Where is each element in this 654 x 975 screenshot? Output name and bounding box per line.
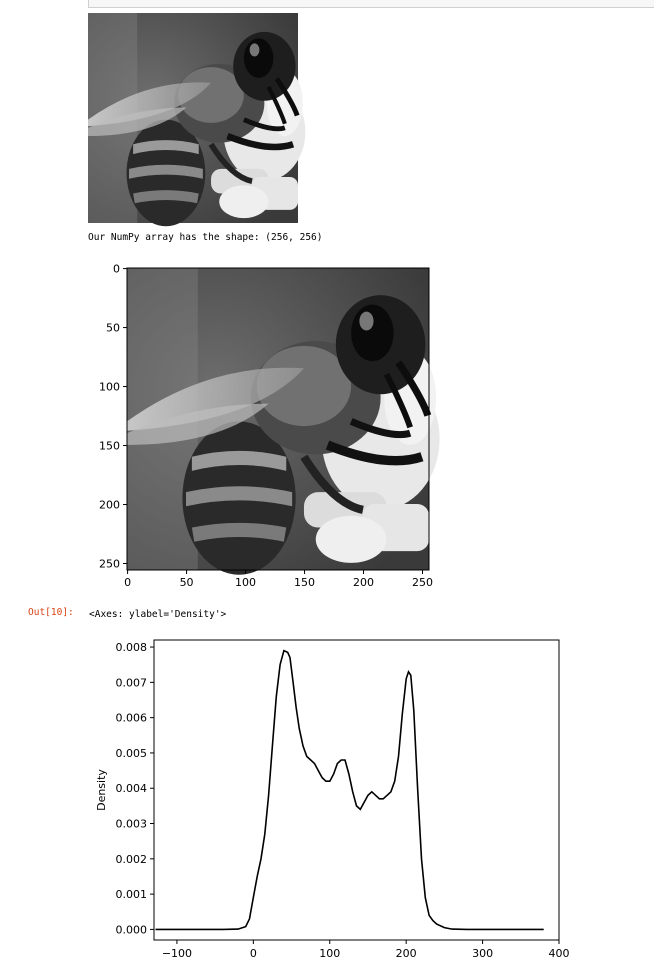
bee-image-plot: 0 50 100 150 200 250 0 50 100 150 200 250 [99, 263, 440, 589]
y-tick-label: 0.008 [116, 641, 148, 654]
y-tick-label: 0.000 [116, 923, 148, 936]
y-tick-label: 50 [106, 322, 120, 335]
stdout-text: Our NumPy array has the shape: (256, 256… [88, 232, 323, 243]
density-x-axis: −100 0 100 200 300 400 [162, 940, 570, 960]
x-tick-label: 100 [235, 576, 256, 589]
y-tick-label: 0.003 [116, 818, 148, 831]
density-line [155, 649, 544, 931]
out-repr: <Axes: ylabel='Density'> [89, 609, 227, 620]
y-axis-label: Density [95, 769, 108, 811]
y-tick-label: 0.001 [116, 888, 148, 901]
y-tick-label: 200 [99, 499, 120, 512]
out-prompt: Out[10]: [28, 607, 74, 618]
image-x-axis: 0 50 100 150 200 250 [124, 570, 433, 589]
x-tick-label: 400 [549, 947, 570, 960]
y-tick-label: 150 [99, 440, 120, 453]
previous-cell-border [88, 0, 654, 8]
y-tick-label: 0.004 [116, 782, 148, 795]
y-tick-label: 250 [99, 558, 120, 571]
y-tick-label: 0.006 [116, 712, 148, 725]
y-tick-label: 0.002 [116, 853, 148, 866]
x-tick-label: 0 [124, 576, 131, 589]
x-tick-label: 200 [396, 947, 417, 960]
x-tick-label: 200 [353, 576, 374, 589]
density-y-axis: 0.000 0.001 0.002 0.003 0.004 0.005 0.006 0.007… [116, 641, 154, 936]
x-tick-label: 100 [319, 947, 340, 960]
y-tick-label: 0.007 [116, 676, 148, 689]
y-tick-label: 0.005 [116, 747, 148, 760]
x-tick-label: 250 [412, 576, 433, 589]
y-tick-label: 0 [113, 263, 120, 276]
density-plot: −100 0 100 200 300 400 0.0000.0010.0020.0030.… [95, 639, 570, 960]
bee-image-raw [88, 13, 305, 226]
x-tick-label: 150 [294, 576, 315, 589]
x-tick-label: 0 [250, 947, 257, 960]
image-y-axis: 0 50 100 150 200 250 [99, 263, 127, 571]
plot-frame [153, 639, 560, 941]
x-tick-label: 300 [472, 947, 493, 960]
y-tick-label: 100 [99, 381, 120, 394]
x-tick-label: 50 [180, 576, 194, 589]
x-tick-label: −100 [162, 947, 192, 960]
